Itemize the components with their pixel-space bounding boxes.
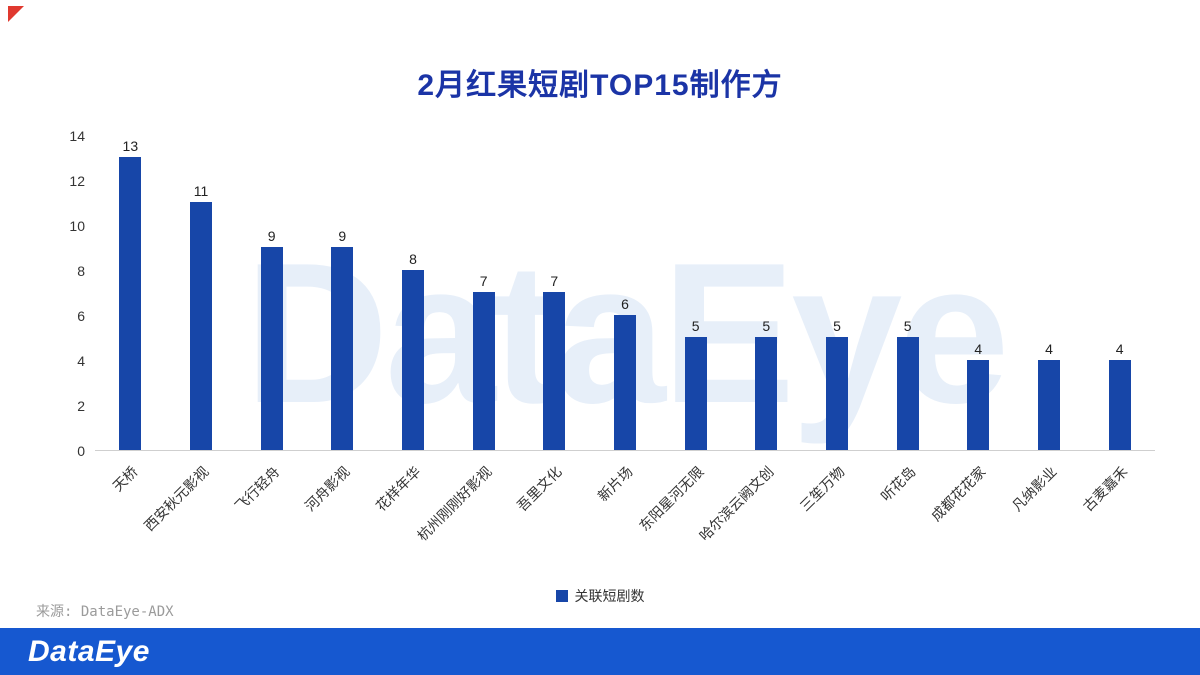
bar-column: 4 凡纳影业: [1009, 136, 1085, 514]
bar-value-label: 9: [338, 228, 347, 244]
y-axis-tick-label: 2: [77, 398, 85, 414]
bar-value-label: 4: [1045, 341, 1053, 357]
legend-swatch-icon: [555, 590, 568, 602]
x-axis-label: 天桥: [109, 463, 141, 495]
bar: [967, 360, 990, 450]
bar: [825, 337, 848, 450]
y-axis-tick-label: 6: [77, 308, 85, 324]
corner-triangle-icon: [8, 6, 24, 22]
bar-column: 13 天桥: [95, 136, 166, 494]
bar-column: 11 西安秋元影视: [141, 136, 237, 534]
y-axis-tick-label: 12: [69, 173, 85, 189]
bar: [119, 157, 142, 450]
y-axis-tick-label: 0: [77, 443, 85, 459]
bar-column: 7 杭州刚刚好影视: [414, 136, 519, 544]
source-note: 来源: DataEye-ADX: [36, 604, 174, 620]
bar-column: 5 听花岛: [872, 136, 943, 504]
bar-column: 9 河舟影视: [302, 136, 378, 514]
bar-chart: 0 2 4 6 8 10 12 14 DataEye 13 天桥 11 西安秋元影视 9 飞行轻舟 9 河舟…: [60, 129, 1155, 544]
bar: [472, 292, 495, 450]
bar-column: 9 飞行轻舟: [231, 136, 307, 514]
x-axis-label: 飞行轻舟: [231, 463, 283, 515]
bar-value-label: 4: [1115, 341, 1124, 357]
footer-bar: DataEye: [0, 628, 1200, 675]
x-axis-label: 西安秋元影视: [140, 463, 212, 535]
bar-column: 8 花样年华: [373, 136, 449, 514]
bar: [755, 337, 778, 450]
bar-column: 7 吾里文化: [514, 136, 590, 514]
x-axis-label: 成都花花家: [928, 463, 989, 525]
bar: [613, 315, 636, 450]
y-axis: 0 2 4 6 8 10 12 14: [60, 129, 95, 458]
bar-column: 6 新片场: [590, 136, 661, 504]
bar-column: 5 东阳星河无限: [636, 136, 731, 534]
x-axis-label: 河舟影视: [302, 463, 353, 515]
bar: [189, 202, 212, 450]
bar: [331, 247, 354, 450]
bar: [684, 337, 707, 450]
x-axis-label: 凡纳影业: [1008, 463, 1060, 515]
bar-column: 4 古麦嘉禾: [1079, 136, 1155, 514]
bar-value-label: 7: [479, 273, 488, 289]
bar-value-label: 5: [903, 318, 912, 334]
bar-column: 4 成都花花家: [928, 136, 1014, 524]
x-axis-label: 三笙万物: [796, 463, 848, 515]
y-axis-tick-label: 10: [69, 218, 85, 234]
bar-value-label: 7: [550, 273, 559, 289]
x-axis-label: 听花岛: [877, 463, 919, 505]
bar-column: 5 哈尔滨云阙文创: [696, 136, 802, 544]
bar-value-label: 11: [193, 183, 209, 199]
bar-value-label: 8: [409, 251, 417, 267]
y-axis-tick-label: 14: [69, 128, 85, 144]
x-axis-label: 杭州刚刚好影视: [413, 463, 495, 544]
x-axis-label: 哈尔滨云阙文创: [696, 463, 777, 544]
bar-value-label: 5: [833, 318, 841, 334]
dataeye-logo: DataEye: [28, 634, 150, 668]
bar: [1108, 360, 1131, 450]
bar-value-label: 5: [691, 318, 700, 334]
y-axis-tick-label: 8: [77, 263, 85, 279]
chart-title: 2月红果短剧TOP15制作方: [417, 69, 783, 102]
legend: 关联短剧数: [0, 586, 1200, 606]
x-axis-label: 东阳星河无限: [635, 463, 707, 535]
x-axis-label: 吾里文化: [514, 463, 565, 515]
bar: [401, 270, 424, 450]
bar-value-label: 6: [621, 296, 629, 312]
x-axis-label: 古麦嘉禾: [1079, 463, 1131, 515]
bar: [260, 247, 283, 450]
y-axis-tick-label: 4: [77, 353, 85, 369]
bar-value-label: 4: [974, 341, 983, 357]
bar-column: 5 三笙万物: [797, 136, 873, 514]
bar-value-label: 5: [762, 318, 771, 334]
bar: [1037, 360, 1060, 450]
plot-area: DataEye 13 天桥 11 西安秋元影视 9 飞行轻舟 9 河舟影视 8 花样年华 7 杭州刚刚…: [95, 136, 1155, 544]
legend-label: 关联短剧数: [574, 588, 645, 604]
bar-value-label: 9: [267, 228, 276, 244]
bar: [896, 337, 919, 450]
x-axis-label: 花样年华: [372, 463, 424, 515]
bar: [543, 292, 566, 450]
bar-value-label: 13: [122, 138, 139, 154]
x-axis-label: 新片场: [594, 463, 636, 505]
